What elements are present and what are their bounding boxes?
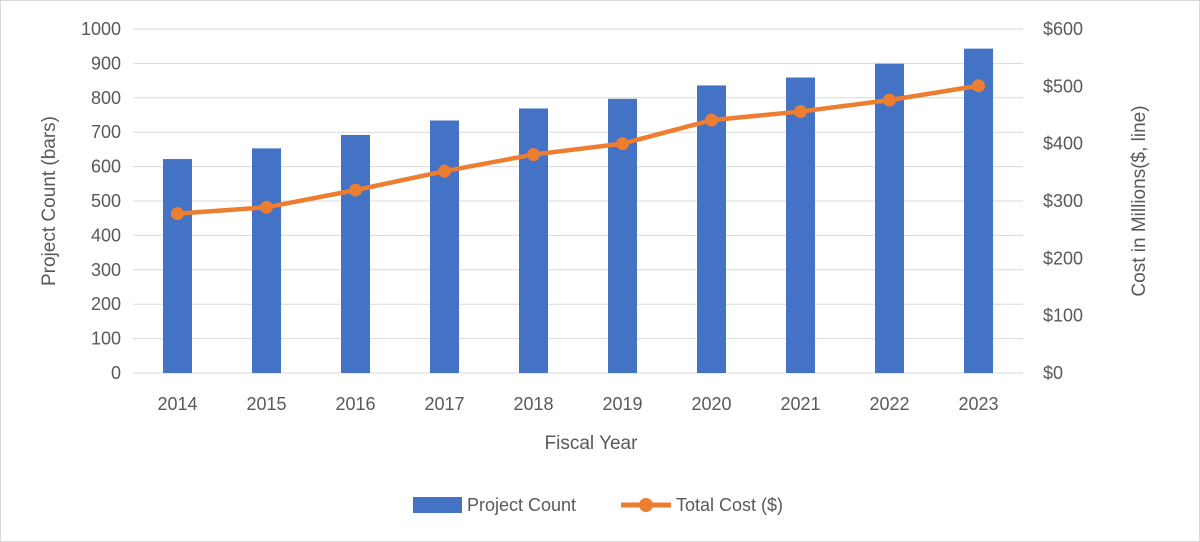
line-series bbox=[175, 83, 981, 216]
x-tick-label: 2016 bbox=[335, 394, 375, 414]
x-tick-label: 2019 bbox=[602, 394, 642, 414]
bar bbox=[697, 85, 726, 373]
line-point bbox=[883, 93, 896, 107]
line-point bbox=[527, 148, 540, 162]
y-tick-label: 300 bbox=[91, 260, 121, 280]
line-point bbox=[972, 79, 985, 93]
line-point bbox=[260, 200, 273, 214]
legend: Project Count Total Cost ($) bbox=[413, 495, 783, 515]
right-axis-title: Cost in Millions($, line) bbox=[1129, 105, 1150, 296]
legend-label-project-count: Project Count bbox=[467, 495, 576, 515]
x-tick-label: 2015 bbox=[246, 394, 286, 414]
line-point bbox=[171, 207, 184, 221]
bar bbox=[252, 148, 281, 373]
legend-item-total-cost: Total Cost ($) bbox=[621, 495, 783, 515]
y-tick-label: 100 bbox=[91, 329, 121, 349]
y-tick-label: 200 bbox=[91, 294, 121, 314]
y2-tick-label: $0 bbox=[1043, 363, 1063, 383]
y2-tick-label: $200 bbox=[1043, 248, 1083, 268]
y-tick-label: 500 bbox=[91, 191, 121, 211]
y-tick-label: 0 bbox=[111, 363, 121, 383]
left-axis-title: Project Count (bars) bbox=[39, 116, 60, 286]
y-tick-label: 1000 bbox=[81, 19, 121, 39]
x-tick-label: 2022 bbox=[869, 394, 909, 414]
x-tick-label: 2023 bbox=[958, 394, 998, 414]
bar bbox=[786, 77, 815, 373]
x-axis-title: Fiscal Year bbox=[545, 433, 639, 454]
y-tick-label: 800 bbox=[91, 88, 121, 108]
line-point bbox=[349, 183, 362, 197]
bar bbox=[430, 120, 459, 373]
project-count-bars bbox=[163, 48, 993, 374]
legend-bar-swatch bbox=[413, 497, 462, 513]
line-point bbox=[794, 105, 807, 119]
bar bbox=[341, 134, 370, 373]
x-tick-label: 2018 bbox=[513, 394, 553, 414]
y-tick-label: 700 bbox=[91, 122, 121, 142]
bar bbox=[964, 48, 993, 373]
legend-item-project-count: Project Count bbox=[413, 495, 576, 515]
left-axis-ticks: 0 100 200 300 400 500 600 700 800 900 1000 bbox=[81, 19, 121, 383]
line-point bbox=[438, 164, 451, 178]
line-point bbox=[705, 113, 718, 127]
y2-tick-label: $500 bbox=[1043, 76, 1083, 96]
legend-label-total-cost: Total Cost ($) bbox=[676, 495, 783, 515]
x-tick-label: 2021 bbox=[780, 394, 820, 414]
right-axis-ticks: $0 $100 $200 $300 $400 $500 $600 bbox=[1043, 19, 1083, 383]
x-tick-label: 2020 bbox=[691, 394, 731, 414]
line-point bbox=[616, 137, 629, 151]
y2-tick-label: $400 bbox=[1043, 134, 1083, 154]
y2-tick-label: $100 bbox=[1043, 306, 1083, 326]
x-axis-ticks: 2014 2015 2016 2017 2018 2019 2020 2021 2022 2023 bbox=[157, 394, 998, 414]
y2-tick-label: $300 bbox=[1043, 191, 1083, 211]
x-tick-label: 2017 bbox=[424, 394, 464, 414]
y-tick-label: 400 bbox=[91, 225, 121, 245]
legend-marker-icon bbox=[639, 498, 653, 512]
y-tick-label: 600 bbox=[91, 157, 121, 177]
y2-tick-label: $600 bbox=[1043, 19, 1083, 39]
bar bbox=[163, 159, 192, 373]
total-cost-line bbox=[171, 79, 985, 221]
gridlines bbox=[133, 28, 1023, 374]
bar bbox=[875, 63, 904, 374]
y-tick-label: 900 bbox=[91, 53, 121, 73]
x-tick-label: 2014 bbox=[157, 394, 197, 414]
